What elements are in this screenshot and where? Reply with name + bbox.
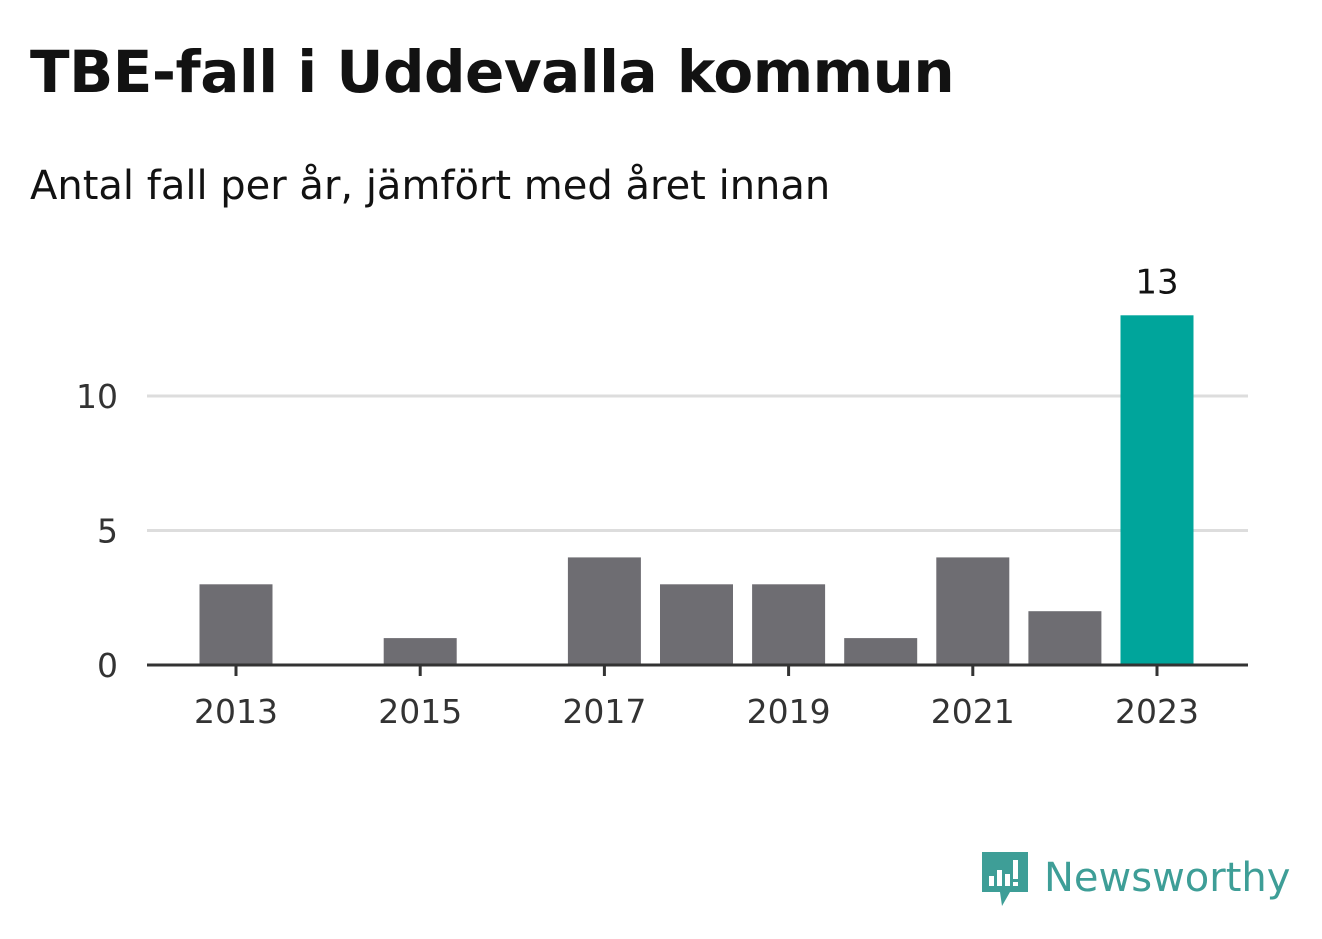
gridlines [147, 394, 1248, 532]
data-labels: 13 [1135, 262, 1178, 302]
y-axis-ticks: 0 5 10 [76, 377, 118, 685]
bar-chart: 2013 2015 2017 2019 2021 2023 0 5 10 13 [76, 262, 1248, 731]
bar [936, 557, 1010, 665]
bar [660, 584, 733, 665]
x-tick-label: 2019 [747, 692, 831, 731]
bar [844, 638, 918, 665]
y-tick-label: 5 [97, 512, 118, 551]
bar [199, 584, 273, 665]
newsworthy-logo-icon [982, 852, 1028, 906]
bar [567, 557, 641, 665]
x-axis: 2013 2015 2017 2019 2021 2023 [147, 663, 1248, 731]
brand-logo: Newsworthy [980, 846, 1290, 910]
bar [1028, 611, 1102, 665]
y-tick-label: 0 [97, 646, 118, 685]
x-tick-label: 2015 [378, 692, 462, 731]
x-tick-label: 2017 [562, 692, 646, 731]
data-label: 13 [1135, 262, 1178, 302]
y-tick-label: 10 [76, 377, 118, 416]
bar [383, 638, 457, 665]
bar [1120, 315, 1194, 665]
x-tick-label: 2013 [194, 692, 278, 731]
bar [752, 584, 826, 665]
x-tick-label: 2023 [1115, 692, 1199, 731]
bars [199, 315, 1194, 665]
chart-title: TBE-fall i Uddevalla kommun [30, 38, 955, 106]
chart-subtitle: Antal fall per år, jämfört med året inna… [30, 163, 831, 209]
x-tick-label: 2021 [931, 692, 1015, 731]
brand-name: Newsworthy [1044, 855, 1291, 901]
